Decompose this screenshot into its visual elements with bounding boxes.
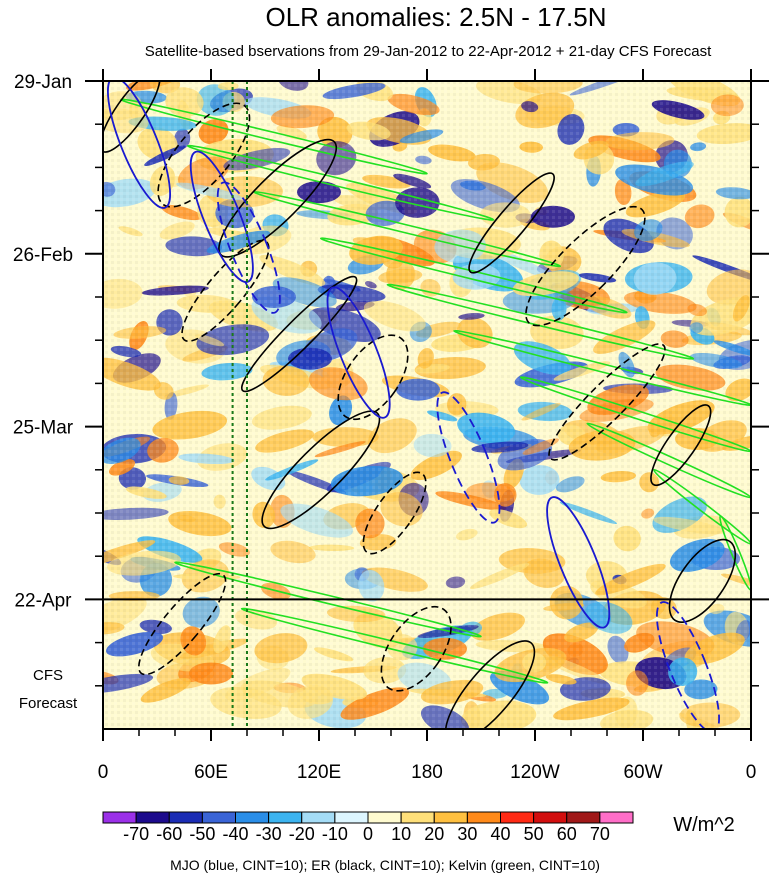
colorbar-swatch — [566, 811, 601, 824]
colorbar-tick-label: 70 — [590, 824, 610, 844]
y-tick-label: 25-Mar — [13, 418, 74, 439]
er-contour — [362, 471, 427, 555]
colorbar-swatch — [334, 811, 369, 824]
colorbar-tick-label: -50 — [189, 824, 215, 844]
forecast-label-line1: CFS — [33, 667, 63, 684]
kelvin-contour — [240, 607, 549, 684]
colorbar-swatch — [599, 811, 634, 824]
forecast-label-line2: Forecast — [19, 695, 78, 712]
colorbar-units: W/m^2 — [673, 814, 735, 836]
colorbar-swatch — [168, 811, 203, 824]
colorbar-swatch — [268, 811, 303, 824]
colorbar-tick-label: -30 — [256, 824, 282, 844]
kelvin-contour — [519, 376, 751, 453]
colorbar-tick-label: -70 — [123, 824, 149, 844]
er-contour — [103, 81, 161, 153]
x-tick-label: 0 — [98, 762, 109, 783]
er-contour — [444, 640, 536, 729]
kelvin-contour — [319, 237, 628, 314]
y-tick-label: 22-Apr — [14, 590, 72, 611]
colorbar-tick-label: 30 — [457, 824, 477, 844]
er-contour — [548, 343, 666, 461]
er-contour — [138, 572, 227, 676]
er-contour — [157, 102, 251, 208]
colorbar-swatch — [500, 811, 535, 824]
mjo-contour — [216, 181, 281, 314]
colorbar-tick-label: 10 — [391, 824, 411, 844]
x-tick-label: 0 — [746, 762, 757, 783]
colorbar-swatch — [533, 811, 568, 824]
colorbar-tick-label: -60 — [156, 824, 182, 844]
mjo-contour — [546, 496, 611, 629]
mjo-contour — [107, 81, 171, 209]
mjo-contour — [189, 150, 254, 283]
colorbar-swatch — [367, 811, 402, 824]
plot-texture — [103, 81, 751, 729]
colorbar-tick-label: 50 — [524, 824, 544, 844]
kelvin-contour — [652, 468, 751, 545]
legend-footer: MJO (blue, CINT=10); ER (black, CINT=10)… — [170, 857, 600, 873]
y-tick-label: 29-Jan — [14, 72, 72, 93]
er-contour — [337, 334, 409, 421]
x-tick-label: 180 — [411, 762, 443, 783]
y-tick-label: 26-Feb — [13, 245, 73, 266]
colorbar-swatch — [466, 811, 501, 824]
colorbar-tick-label: 40 — [490, 824, 510, 844]
kelvin-contour — [719, 515, 751, 591]
chart-subtitle: Satellite-based bservations from 29-Jan-… — [145, 43, 712, 60]
colorbar-swatch — [433, 811, 468, 824]
colorbar-swatch — [400, 811, 435, 824]
er-contour — [380, 605, 452, 692]
x-tick-label: 60E — [194, 762, 228, 783]
er-contour — [525, 205, 646, 327]
er-contour — [181, 239, 270, 343]
mjo-contour — [436, 391, 501, 524]
kelvin-contour — [253, 191, 562, 268]
x-tick-label: 60W — [623, 762, 662, 783]
colorbar-tick-label: 0 — [363, 824, 373, 844]
colorbar-swatch — [135, 811, 170, 824]
er-contour — [668, 538, 737, 623]
chart-title: OLR anomalies: 2.5N - 17.5N — [265, 2, 606, 32]
colorbar-tick-label: -10 — [322, 824, 348, 844]
plot-area — [103, 81, 751, 729]
x-tick-label: 120W — [510, 762, 560, 783]
er-contour — [240, 275, 358, 393]
colorbar-tick-label: -20 — [289, 824, 315, 844]
mjo-contour — [656, 601, 720, 729]
er-contour — [261, 410, 381, 530]
colorbar-swatch — [201, 811, 236, 824]
mjo-contour — [326, 286, 391, 419]
reference-lines — [231, 81, 248, 729]
axes: 0 60E 120E 180 120W 60W 0 29-Jan 26-Feb 25-Mar 22-… — [13, 69, 769, 783]
colorbar-swatch — [301, 811, 336, 824]
colorbar-swatch — [102, 811, 137, 824]
kelvin-contour — [174, 561, 482, 638]
kelvin-contour — [186, 144, 495, 221]
colorbar-swatch — [235, 811, 270, 824]
er-contour — [650, 404, 712, 487]
colorbar-tick-label: 20 — [424, 824, 444, 844]
er-contour — [468, 172, 555, 274]
colorbar-tick-label: -40 — [222, 824, 248, 844]
wave-filtered-contours — [103, 81, 751, 729]
colorbar: -70 -60 -50 -40 -30 -20 -10 0 10 20 30 40 50 60 70 — [102, 811, 634, 844]
x-tick-label: 120E — [297, 762, 341, 783]
colorbar-tick-label: 60 — [557, 824, 577, 844]
